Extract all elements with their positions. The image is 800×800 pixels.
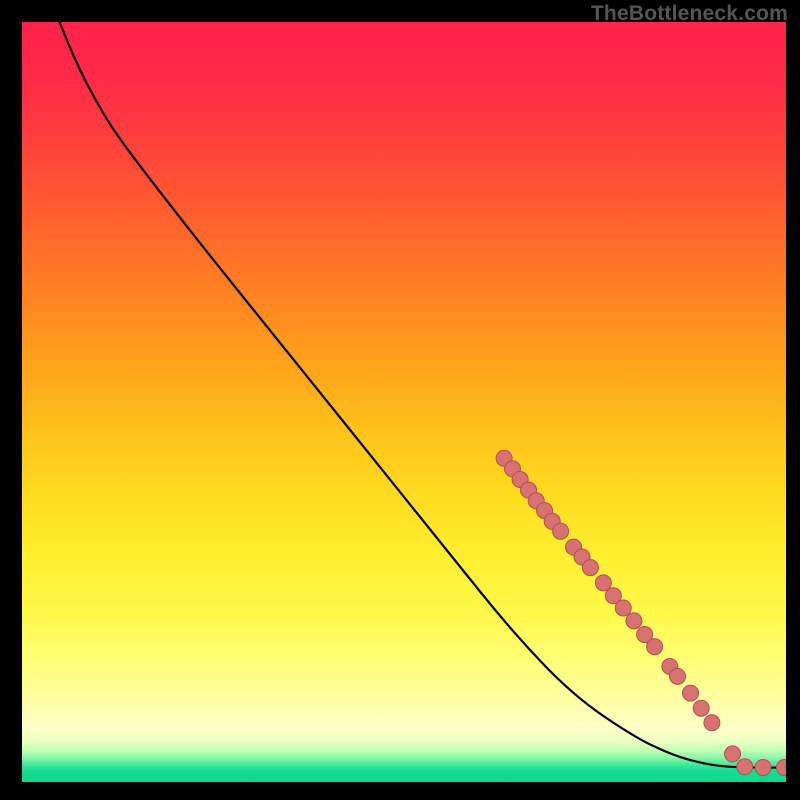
- chart-svg: [0, 0, 800, 800]
- curve-marker: [776, 760, 792, 776]
- curve-marker: [582, 560, 598, 576]
- curve-marker: [737, 759, 753, 775]
- curve-marker: [786, 760, 800, 776]
- curve-marker: [683, 685, 699, 701]
- curve-marker: [725, 746, 741, 762]
- chart-stage: TheBottleneck.com: [0, 0, 800, 800]
- curve-marker: [626, 613, 642, 629]
- curve-marker: [553, 523, 569, 539]
- curve-marker: [693, 700, 709, 716]
- curve-marker: [755, 760, 771, 776]
- curve-marker: [615, 600, 631, 616]
- curve-marker: [595, 575, 611, 591]
- curve-marker: [647, 639, 663, 655]
- watermark-text: TheBottleneck.com: [591, 2, 788, 26]
- curve-marker: [670, 668, 686, 684]
- curve-marker: [704, 715, 720, 731]
